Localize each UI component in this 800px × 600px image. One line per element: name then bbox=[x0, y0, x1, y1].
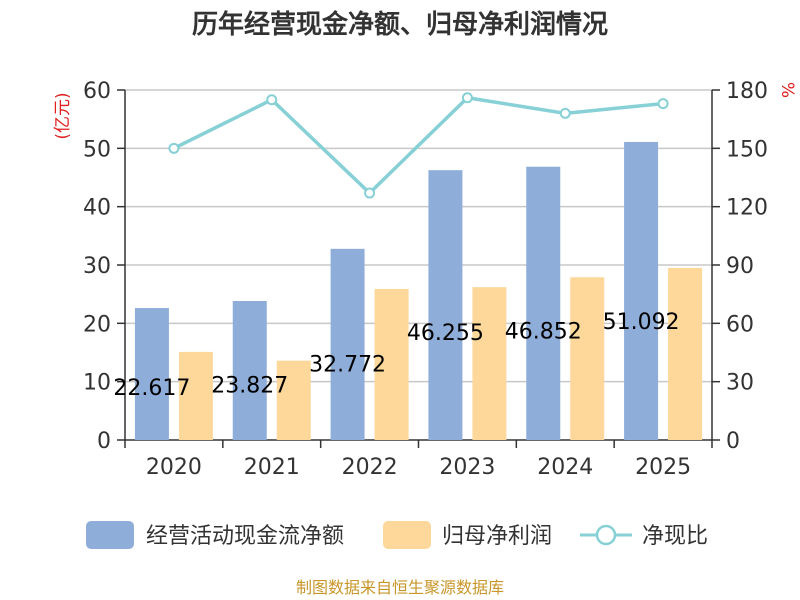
data-label-cashflow-2023: 46.255 bbox=[407, 321, 484, 346]
right-tick-label-0: 0 bbox=[726, 429, 740, 454]
ratio-point-2025 bbox=[657, 98, 669, 110]
x-tick-label-2024: 2024 bbox=[537, 455, 593, 480]
axes: 0 10 20 30 40 50 60 0 30 60 90 120 150 180 2020 2021 202… bbox=[83, 79, 768, 480]
ratio-point-2022 bbox=[364, 187, 376, 199]
legend-marker-ratio bbox=[595, 524, 617, 546]
x-tick-label-2021: 2021 bbox=[244, 455, 300, 480]
bar-cashflow-2021 bbox=[232, 301, 267, 440]
right-tick-label-2: 60 bbox=[726, 312, 754, 337]
bar-cashflow-2020 bbox=[134, 308, 169, 440]
right-axis-unit: % bbox=[777, 82, 797, 98]
left-tick-label-0: 0 bbox=[97, 429, 111, 454]
ratio-line-path bbox=[173, 95, 664, 196]
bar-net-profit-2022 bbox=[374, 288, 409, 440]
ratio-point-2021 bbox=[266, 94, 278, 106]
left-tick-label-2: 20 bbox=[83, 312, 111, 337]
bar-net-profit-2025 bbox=[668, 267, 703, 440]
ratio-point-2024 bbox=[559, 107, 571, 119]
bar-data-labels: 22.617 23.827 32.772 46.255 46.852 51.092 bbox=[113, 310, 679, 401]
left-tick-label-4: 40 bbox=[83, 196, 111, 221]
bar-net-profit-2021 bbox=[276, 360, 311, 440]
x-tick-label-2022: 2022 bbox=[342, 455, 398, 480]
data-source-note: 制图数据来自恒生聚源数据库 bbox=[296, 578, 504, 597]
right-tick-label-5: 150 bbox=[726, 137, 768, 162]
bar-cashflow-2022 bbox=[330, 248, 365, 440]
bar-net-profit-2020 bbox=[178, 351, 213, 440]
data-label-cashflow-2021: 23.827 bbox=[211, 373, 288, 398]
grid-lines bbox=[125, 89, 712, 383]
right-tick-label-1: 30 bbox=[726, 371, 754, 396]
legend-swatch-cashflow bbox=[86, 521, 134, 549]
data-label-cashflow-2020: 22.617 bbox=[113, 376, 190, 401]
left-axis-unit: (亿元) bbox=[53, 92, 73, 139]
chart-title: 历年经营现金净额、归母净利润情况 bbox=[192, 9, 608, 40]
ratio-point-2020 bbox=[168, 142, 180, 154]
data-label-cashflow-2025: 51.092 bbox=[603, 310, 680, 335]
bar-cashflow-2025 bbox=[624, 141, 659, 441]
bar-net-profit-2023 bbox=[472, 287, 507, 440]
bar-cashflow-2023 bbox=[428, 170, 463, 440]
legend-swatch-net-profit bbox=[383, 521, 431, 549]
ratio-line bbox=[168, 92, 669, 199]
left-tick-label-3: 30 bbox=[83, 254, 111, 279]
right-tick-label-4: 120 bbox=[726, 196, 768, 221]
x-tick-label-2025: 2025 bbox=[635, 455, 691, 480]
x-tick-label-2020: 2020 bbox=[146, 455, 202, 480]
data-label-cashflow-2022: 32.772 bbox=[309, 353, 386, 378]
legend-label-ratio: 净现比 bbox=[642, 524, 708, 549]
legend-label-net-profit: 归母净利润 bbox=[442, 524, 552, 549]
ratio-point-2023 bbox=[461, 92, 473, 104]
legend-label-cashflow: 经营活动现金流净额 bbox=[146, 524, 344, 549]
right-tick-label-3: 90 bbox=[726, 254, 754, 279]
bar-cashflow-2024 bbox=[526, 166, 561, 441]
left-tick-label-5: 50 bbox=[83, 137, 111, 162]
legend: 经营活动现金流净额 归母净利润 净现比 bbox=[86, 521, 708, 549]
left-tick-label-1: 10 bbox=[83, 371, 111, 396]
left-tick-label-6: 60 bbox=[83, 79, 111, 104]
x-tick-label-2023: 2023 bbox=[439, 455, 495, 480]
right-tick-label-6: 180 bbox=[726, 79, 768, 104]
bar-net-profit-2024 bbox=[570, 277, 605, 440]
data-label-cashflow-2024: 46.852 bbox=[505, 320, 582, 345]
bars bbox=[134, 141, 703, 441]
